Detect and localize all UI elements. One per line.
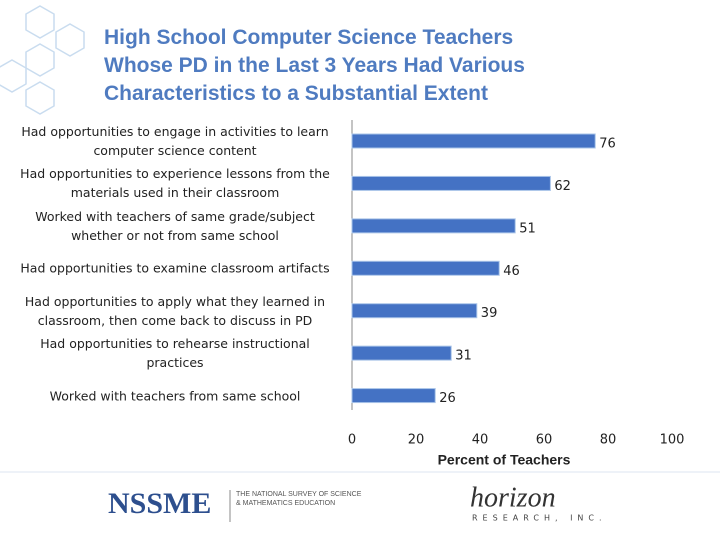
y-tick-label: Had opportunities to experience lessons …: [20, 166, 330, 201]
data-label: 46: [503, 264, 520, 279]
x-tick-label: 40: [472, 433, 489, 448]
x-tick-label: 20: [408, 433, 425, 448]
y-tick-label: Worked with teachers of same grade/subje…: [35, 208, 315, 243]
data-label: 31: [455, 349, 472, 364]
data-label: 26: [439, 391, 456, 406]
bar: [351, 260, 500, 276]
bar: [351, 345, 452, 361]
data-label: 39: [481, 306, 498, 321]
x-tick-label: 80: [600, 433, 617, 448]
x-axis-label: Percent of Teachers: [438, 452, 571, 468]
y-tick-label: Had opportunities to apply what they lea…: [24, 293, 326, 328]
bar: [351, 218, 516, 234]
logo-caption: RESEARCH, INC.: [472, 514, 607, 523]
logo: NSSME: [108, 487, 211, 520]
bar: [351, 388, 436, 404]
logo: horizon: [470, 482, 556, 513]
chart-title: High School Computer Science Teachers Wh…: [104, 26, 525, 105]
data-label: 51: [519, 221, 536, 236]
y-tick-label: Had opportunities to engage in activitie…: [21, 124, 329, 158]
data-label: 62: [554, 179, 571, 194]
bar: [351, 175, 551, 191]
logo-caption-box: THE NATIONAL SURVEY OF SCIENCE & MATHEMA…: [236, 491, 362, 507]
logo-caption: THE NATIONAL SURVEY OF SCIENCE & MATHEMA…: [236, 491, 362, 507]
x-tick-label: 100: [660, 433, 685, 448]
y-tick-label: Worked with teachers from same school: [49, 388, 301, 404]
hex-decoration: [0, 5, 85, 115]
y-tick-label: Had opportunities to examine classroom a…: [20, 260, 330, 276]
bar: [351, 133, 596, 149]
y-tick-label: Had opportunities to rehearse instructio…: [40, 336, 310, 371]
x-tick-label: 60: [536, 433, 553, 448]
bar: [351, 303, 478, 319]
data-label: 76: [599, 137, 616, 152]
x-tick-label: 0: [348, 433, 356, 448]
